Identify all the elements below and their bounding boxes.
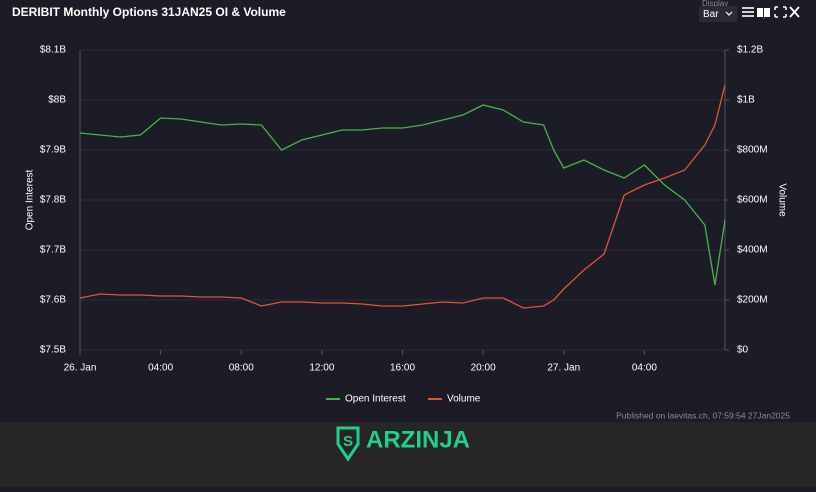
dropdown-arrow [725, 11, 733, 16]
x-tick-label: 16:00 [390, 363, 415, 374]
x-tick-label: 04:00 [632, 363, 657, 374]
y-tick-label: $7.8B [40, 195, 66, 206]
y-tick-label: $8.1B [40, 45, 66, 56]
y2-tick-label: $1B [737, 95, 755, 106]
book-icon[interactable] [757, 8, 770, 17]
fullscreen-icon[interactable] [774, 6, 787, 18]
x-tick-label: 20:00 [471, 363, 496, 374]
y2-tick-label: $600M [737, 195, 768, 206]
x-tick-label: 26. Jan [64, 363, 97, 374]
y2-tick-label: $1.2B [737, 45, 763, 56]
series-line [79, 104, 726, 286]
toolbar-label: Display [702, 0, 728, 8]
display-select[interactable] [699, 6, 737, 22]
series-line [79, 84, 726, 309]
display-value[interactable]: Bar [703, 9, 719, 20]
footer-band [0, 422, 816, 487]
y2-tick-label: $800M [737, 145, 768, 156]
y-tick-label: $7.5B [40, 345, 66, 356]
svg-text:S: S [343, 433, 353, 450]
y-tick-label: $7.7B [40, 245, 66, 256]
close-icon[interactable] [789, 6, 800, 18]
y-axis-title: Open Interest [25, 169, 36, 230]
brand: ARZINJA [366, 426, 470, 453]
credit: Published on laevitas.ch, 07:59:54 27Jan… [616, 410, 790, 420]
y2-tick-label: $200M [737, 295, 768, 306]
y2-tick-label: $0 [737, 345, 749, 356]
y2-tick-label: $400M [737, 245, 768, 256]
x-tick-label: 08:00 [229, 363, 254, 374]
x-tick-label: 04:00 [148, 363, 173, 374]
y-tick-label: $8B [48, 95, 66, 106]
x-tick-label: 12:00 [309, 363, 334, 374]
menu-icon[interactable] [742, 7, 754, 17]
y2-axis-title: Volume [776, 183, 787, 217]
y-tick-label: $7.6B [40, 295, 66, 306]
legend-label: Open Interest [345, 394, 406, 405]
chart-title: DERIBIT Monthly Options 31JAN25 OI & Vol… [12, 5, 286, 19]
y-tick-label: $7.9B [40, 145, 66, 156]
x-tick-label: 27. Jan [547, 363, 580, 374]
chart-background [0, 0, 816, 422]
logo: S [336, 426, 360, 462]
legend-label: Volume [447, 394, 481, 405]
